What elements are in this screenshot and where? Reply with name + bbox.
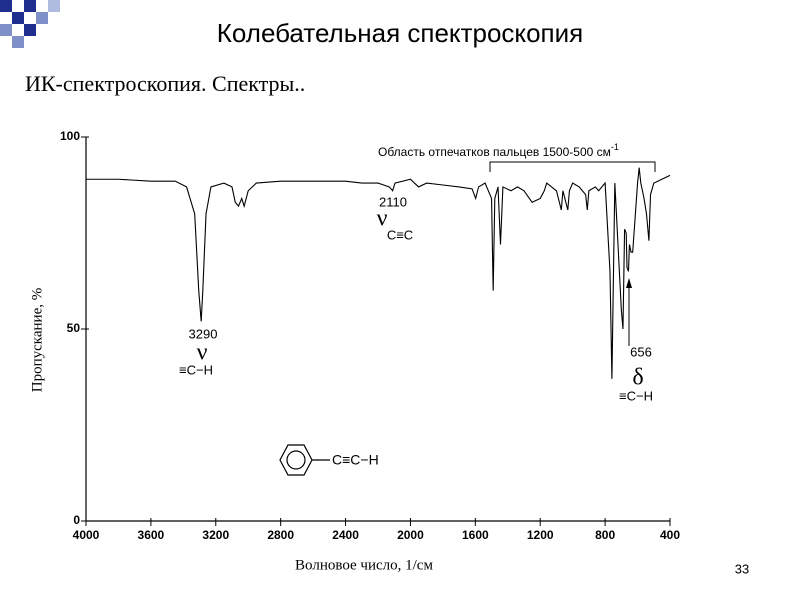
slide-subtitle: ИК-спектроскопия. Спектры.. <box>25 71 305 96</box>
peak-group: C≡C <box>387 227 413 242</box>
structure <box>279 444 330 476</box>
page-number: 33 <box>735 561 749 576</box>
peak-symbol: δ <box>632 365 643 391</box>
y-tick-label: 100 <box>60 129 80 143</box>
x-tick-label: 2800 <box>267 528 294 542</box>
x-tick-label: 400 <box>660 528 680 542</box>
peak-symbol: ν <box>377 206 388 232</box>
x-tick-label: 3600 <box>138 528 165 542</box>
x-tick-label: 1600 <box>462 528 489 542</box>
peak-arrow-head <box>626 278 632 288</box>
y-tick-label: 0 <box>73 513 80 527</box>
x-tick-label: 800 <box>595 528 615 542</box>
fingerprint-text: Область отпечатков пальцев 1500-500 см <box>378 145 611 159</box>
peak-label: 2110 <box>379 194 407 209</box>
y-tick-label: 50 <box>67 321 81 335</box>
peak-group: ≡C−H <box>619 388 653 403</box>
structure-label: C≡C−H <box>332 452 379 468</box>
fingerprint-sup: -1 <box>611 142 619 152</box>
spectrum-line <box>86 167 671 379</box>
x-tick-label: 1200 <box>527 528 554 542</box>
x-axis-label: Волновое число, 1/см <box>295 557 433 573</box>
slide-title: Колебательная спектроскопия <box>217 18 583 48</box>
fingerprint-bracket <box>489 161 656 172</box>
peak-label: 3290 <box>189 326 218 341</box>
fingerprint-label: Область отпечатков пальцев 1500-500 см-1 <box>378 142 619 159</box>
x-tick-label: 2400 <box>332 528 359 542</box>
corner-decoration <box>0 0 60 48</box>
peak-symbol: ν <box>197 340 208 366</box>
peak-label: 656 <box>630 344 652 359</box>
x-tick-label: 4000 <box>73 528 100 542</box>
y-axis-label: Пропускание, % <box>29 288 45 392</box>
x-tick-label: 2000 <box>397 528 424 542</box>
x-tick-label: 3200 <box>202 528 229 542</box>
peak-group: ≡C−H <box>179 362 213 377</box>
